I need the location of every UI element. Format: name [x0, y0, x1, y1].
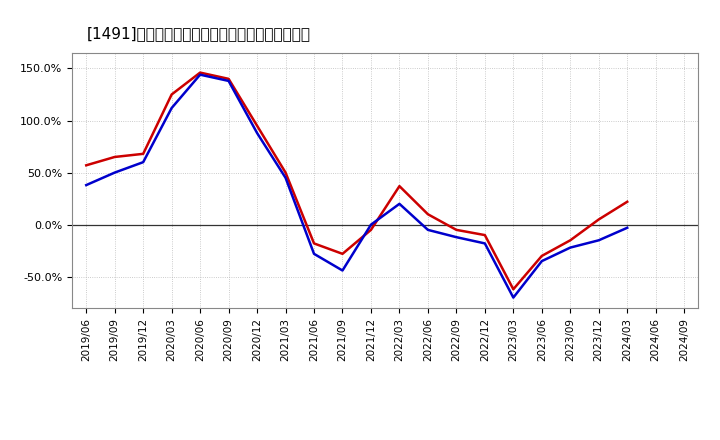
有利子負債営業CF比率 — [395, 183, 404, 189]
有利子負債営業CF比率 — [282, 170, 290, 175]
有利子負債フリーCF比率 — [282, 175, 290, 180]
有利子負債営業CF比率 — [253, 123, 261, 128]
Line: 有利子負債営業CF比率: 有利子負債営業CF比率 — [86, 73, 627, 289]
有利子負債営業CF比率 — [452, 227, 461, 232]
有利子負債営業CF比率 — [82, 163, 91, 168]
有利子負債フリーCF比率 — [509, 295, 518, 300]
有利子負債営業CF比率 — [595, 217, 603, 222]
有利子負債フリーCF比率 — [338, 268, 347, 273]
有利子負債営業CF比率 — [623, 199, 631, 205]
有利子負債フリーCF比率 — [82, 183, 91, 188]
有利子負債営業CF比率 — [167, 92, 176, 97]
Line: 有利子負債フリーCF比率: 有利子負債フリーCF比率 — [86, 75, 627, 297]
有利子負債フリーCF比率 — [110, 170, 119, 175]
有利子負債フリーCF比率 — [139, 160, 148, 165]
有利子負債フリーCF比率 — [366, 222, 375, 227]
有利子負債フリーCF比率 — [196, 72, 204, 77]
有利子負債営業CF比率 — [196, 70, 204, 75]
有利子負債フリーCF比率 — [423, 227, 432, 232]
有利子負債営業CF比率 — [566, 238, 575, 243]
有利子負債営業CF比率 — [139, 151, 148, 157]
有利子負債営業CF比率 — [537, 253, 546, 259]
Text: [1491]　有利子負債キャッシュフロー比率の推移: [1491] 有利子負債キャッシュフロー比率の推移 — [86, 26, 310, 41]
有利子負債営業CF比率 — [310, 241, 318, 246]
有利子負債営業CF比率 — [480, 232, 489, 238]
有利子負債フリーCF比率 — [537, 258, 546, 264]
有利子負債営業CF比率 — [338, 251, 347, 257]
有利子負債営業CF比率 — [225, 76, 233, 81]
有利子負債フリーCF比率 — [595, 238, 603, 243]
有利子負債フリーCF比率 — [310, 251, 318, 257]
有利子負債営業CF比率 — [366, 227, 375, 232]
有利子負債フリーCF比率 — [167, 105, 176, 110]
有利子負債フリーCF比率 — [395, 201, 404, 206]
有利子負債フリーCF比率 — [452, 235, 461, 240]
有利子負債営業CF比率 — [110, 154, 119, 160]
有利子負債営業CF比率 — [423, 212, 432, 217]
有利子負債フリーCF比率 — [566, 245, 575, 250]
有利子負債フリーCF比率 — [225, 78, 233, 84]
有利子負債フリーCF比率 — [480, 241, 489, 246]
有利子負債営業CF比率 — [509, 286, 518, 292]
有利子負債フリーCF比率 — [623, 225, 631, 231]
有利子負債フリーCF比率 — [253, 130, 261, 136]
